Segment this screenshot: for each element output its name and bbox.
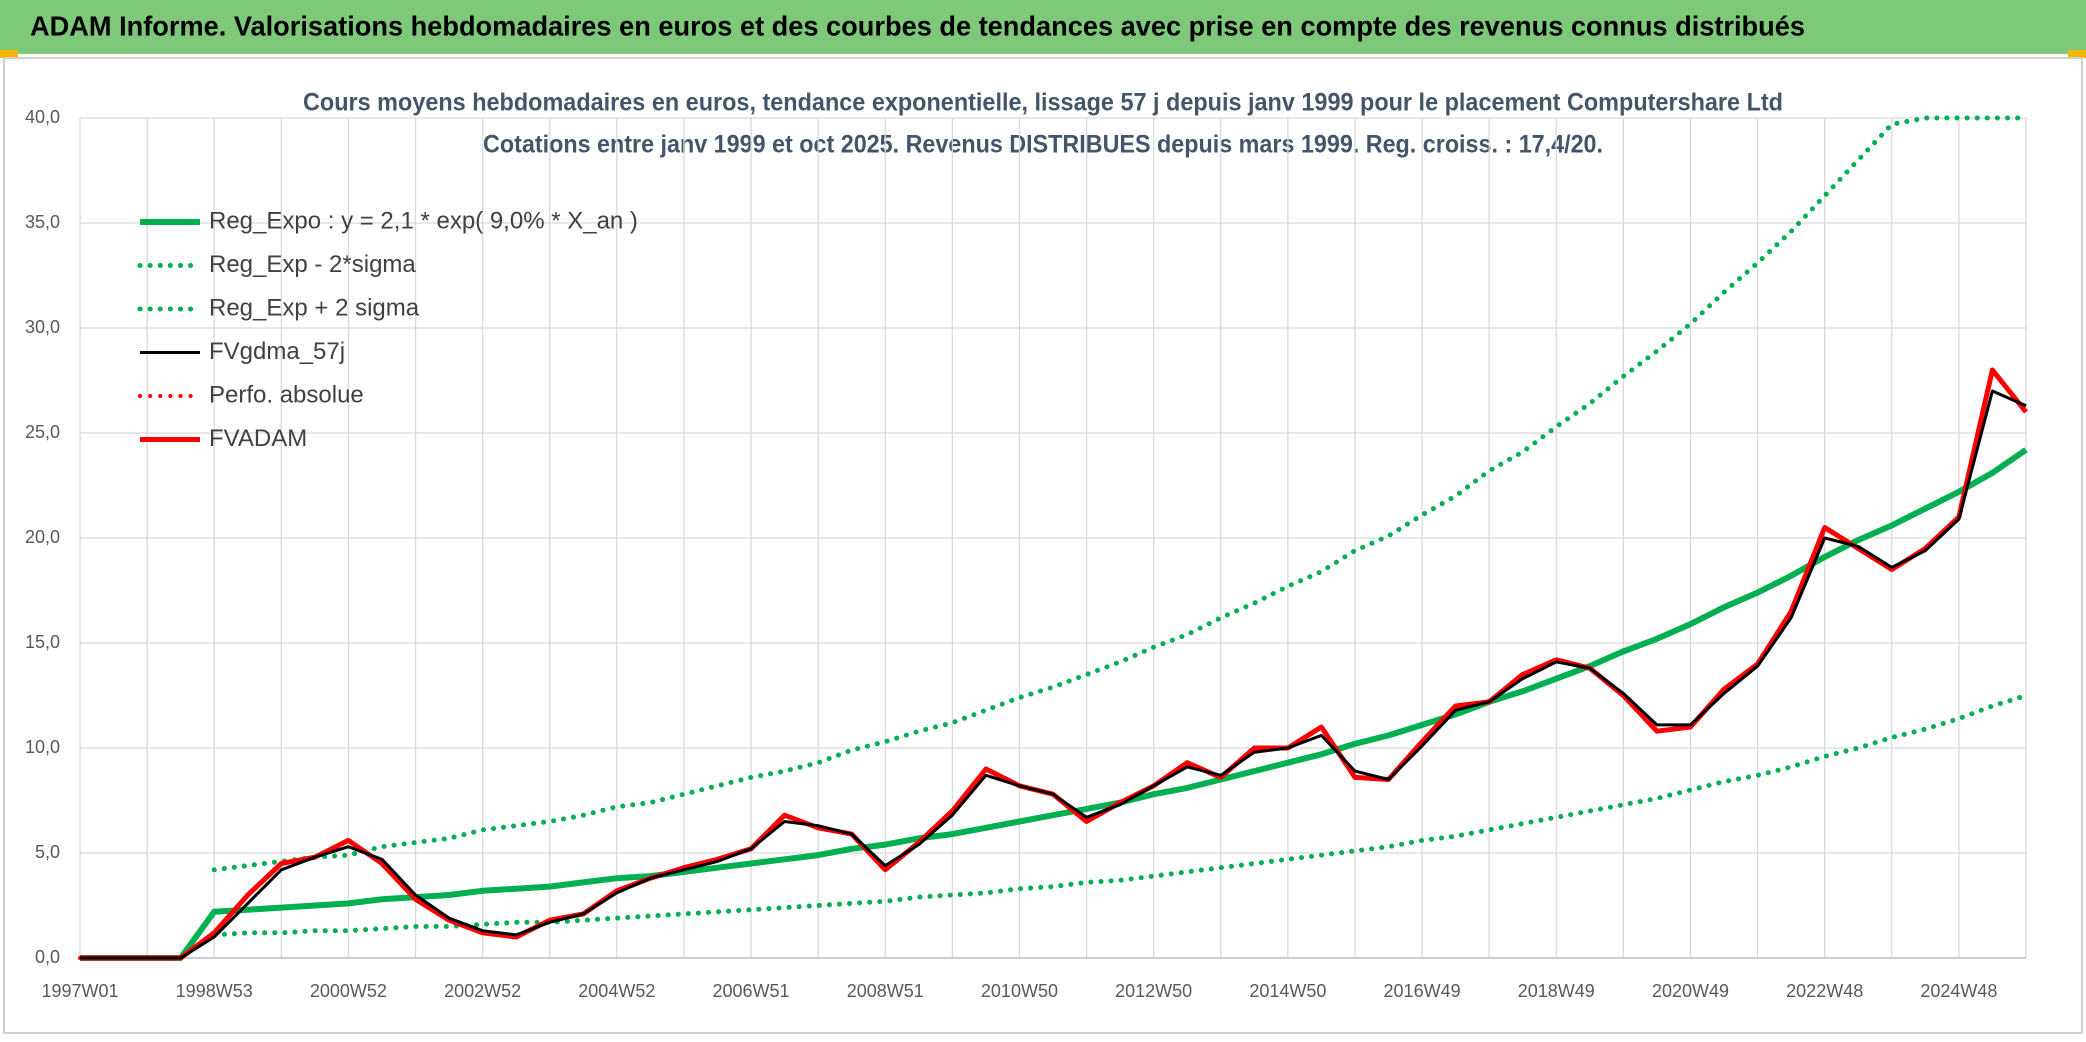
legend-label: FVADAM [209,425,307,452]
series-line [211,693,2029,938]
x-tick-label: 2024W48 [1920,981,1997,1001]
x-tick-label: 2018W49 [1518,981,1595,1001]
legend-label: Reg_Exp + 2 sigma [209,294,420,321]
y-tick-label: 35,0 [25,212,60,232]
series-line [80,389,2027,960]
y-tick-label: 40,0 [25,107,60,127]
legend-label: Reg_Expo : y = 2,1 * exp( 9,0% * X_an ) [209,207,638,234]
x-tick-label: 2016W49 [1384,981,1461,1001]
series-line [211,115,2029,873]
header: ADAM Informe. Valorisations hebdomadaire… [30,10,1805,41]
x-tick-label: 2022W48 [1786,981,1863,1001]
corner [0,50,18,58]
corner [2068,50,2086,58]
legend-label: Perfo. absolue [209,381,364,408]
y-tick-label: 15,0 [25,632,60,652]
series-line [80,447,2028,961]
x-tick-label: 2004W52 [578,981,655,1001]
legend-label: FVgdma_57j [209,338,345,365]
chart-subtitle: Cotations entre janv 1999 et oct 2025. R… [483,131,1603,159]
y-tick-label: 25,0 [25,422,60,442]
header-bar [0,0,2086,54]
x-tick-label: 1997W01 [41,981,118,1001]
y-tick-label: 5,0 [35,842,60,862]
y-tick-label: 20,0 [25,527,60,547]
x-tick-label: 2014W50 [1249,981,1326,1001]
y-tick-label: 0,0 [35,947,60,967]
legend-label: Reg_Exp - 2*sigma [209,251,416,278]
y-tick-label: 30,0 [25,317,60,337]
x-tick-label: 2002W52 [444,981,521,1001]
x-tick-label: 1998W53 [176,981,253,1001]
chart-title: Cours moyens hebdomadaires en euros, ten… [303,89,1783,117]
x-tick-label: 2010W50 [981,981,1058,1001]
x-tick-label: 2006W51 [713,981,790,1001]
series-line [78,365,2028,960]
x-tick-label: 2012W50 [1115,981,1192,1001]
x-tick-label: 2000W52 [310,981,387,1001]
x-tick-label: 2020W49 [1652,981,1729,1001]
y-tick-label: 10,0 [25,737,60,757]
x-tick-label: 2008W51 [847,981,924,1001]
chart-border [3,57,2083,1034]
series-line [80,367,2028,961]
